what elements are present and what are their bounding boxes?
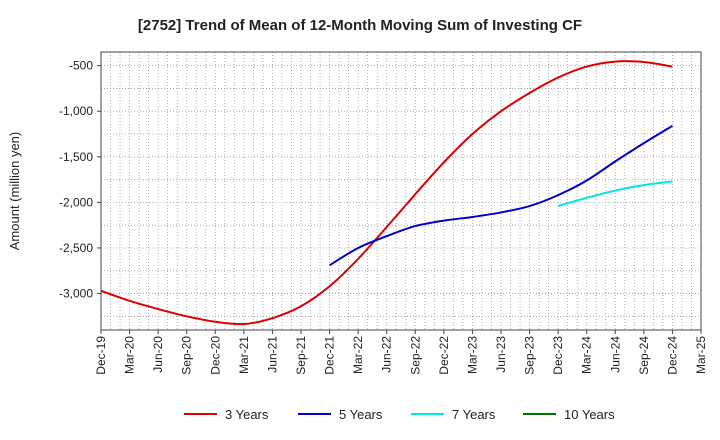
x-tick-label: Mar-25 bbox=[694, 336, 708, 374]
x-tick-label: Sep-24 bbox=[637, 336, 651, 375]
x-tick-label: Dec-20 bbox=[208, 336, 222, 375]
legend-label-5-years: 5 Years bbox=[339, 407, 383, 422]
x-tick-label: Jun-23 bbox=[494, 336, 508, 373]
plot-border bbox=[100, 51, 702, 331]
x-tick-label: Dec-22 bbox=[437, 336, 451, 375]
y-tick-label: -3,000 bbox=[59, 287, 93, 301]
x-tick-label: Dec-24 bbox=[665, 336, 679, 375]
x-tick-label: Sep-22 bbox=[408, 336, 422, 375]
y-tick-label: -1,500 bbox=[59, 150, 93, 164]
x-tick-label: Dec-23 bbox=[551, 336, 565, 375]
y-tick-label: -500 bbox=[69, 59, 93, 73]
y-tick-label: -1,000 bbox=[59, 104, 93, 118]
x-tick-label: Dec-19 bbox=[94, 336, 108, 375]
series-line-7-years bbox=[557, 180, 673, 208]
x-tick-label: Mar-22 bbox=[351, 336, 365, 374]
x-tick-label: Sep-23 bbox=[523, 336, 537, 375]
series-line-5-years bbox=[329, 124, 673, 267]
legend-label-3-years: 3 Years bbox=[225, 407, 269, 422]
series-line-3-years bbox=[100, 60, 673, 326]
x-tick-label: Mar-21 bbox=[237, 336, 251, 374]
x-tick-label: Sep-21 bbox=[294, 336, 308, 375]
x-tick-label: Mar-24 bbox=[580, 336, 594, 374]
chart-title: [2752] Trend of Mean of 12-Month Moving … bbox=[138, 17, 582, 34]
x-tick-label: Mar-23 bbox=[465, 336, 479, 374]
y-tick-label: -2,500 bbox=[59, 241, 93, 255]
x-tick-label: Sep-20 bbox=[180, 336, 194, 375]
legend-label-10-years: 10 Years bbox=[564, 407, 615, 422]
x-tick-label: Jun-22 bbox=[380, 336, 394, 373]
x-tick-label: Jun-24 bbox=[608, 336, 622, 373]
series-layer bbox=[100, 60, 673, 326]
legend: 3 Years 5 Years 7 Years 10 Years bbox=[184, 407, 615, 422]
x-tick-label: Mar-20 bbox=[123, 336, 137, 374]
y-axis-label: Amount (million yen) bbox=[7, 132, 22, 251]
x-axis-ticks: Dec-19 Mar-20 Jun-20 Sep-20 Dec-20 Mar-21 Jun-… bbox=[94, 330, 708, 375]
y-axis-ticks: -500 -1,000 -1,500 -2,000 -2,500 -3,000 bbox=[59, 59, 101, 301]
x-tick-label: Jun-21 bbox=[265, 336, 279, 373]
y-tick-label: -2,000 bbox=[59, 195, 93, 209]
x-tick-label: Dec-21 bbox=[323, 336, 337, 375]
plot-area bbox=[101, 52, 701, 330]
grid bbox=[101, 52, 701, 330]
x-tick-label: Jun-20 bbox=[151, 336, 165, 373]
legend-label-7-years: 7 Years bbox=[452, 407, 496, 422]
